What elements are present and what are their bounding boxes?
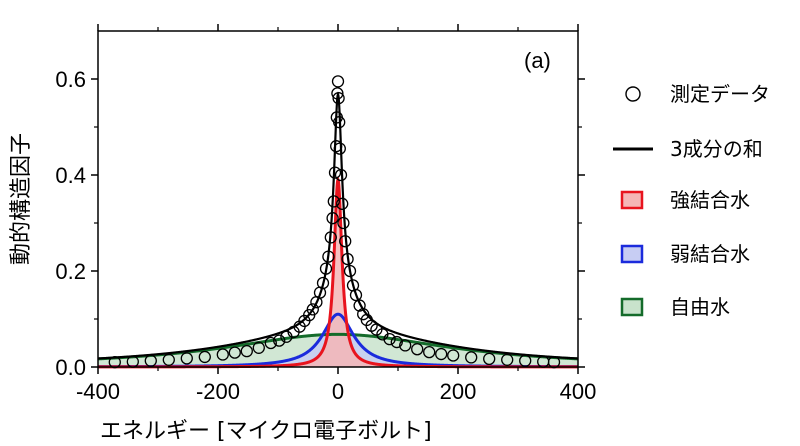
data-point xyxy=(483,352,496,365)
data-point xyxy=(328,166,342,179)
y-axis-title: 動的構造因子 xyxy=(9,133,34,265)
data-point xyxy=(144,354,157,367)
data-point xyxy=(447,349,460,362)
y-axis: 0.0 0.2 0.4 0.6 xyxy=(55,67,585,380)
data-point xyxy=(273,334,286,347)
data-point xyxy=(180,352,193,365)
y-tick-label: 0.2 xyxy=(55,259,86,284)
data-point xyxy=(252,341,265,354)
data-point xyxy=(349,288,363,302)
y-tick-label: 0.4 xyxy=(55,163,86,188)
data-point xyxy=(126,355,139,368)
legend-label-1: 弱結合水 xyxy=(670,242,750,266)
data-point xyxy=(390,335,403,349)
legend-label-2: 自由水 xyxy=(670,295,730,319)
y-tick-label: 0.0 xyxy=(55,355,86,380)
data-point xyxy=(108,356,121,369)
legend-marker-data xyxy=(625,86,641,102)
data-point xyxy=(326,212,339,225)
data-point xyxy=(324,231,337,244)
data-point xyxy=(216,348,229,361)
data-point xyxy=(332,92,345,105)
sum-line xyxy=(97,91,579,360)
data-point xyxy=(435,347,448,361)
data-point xyxy=(330,140,343,153)
component-fill-0 xyxy=(98,179,578,367)
data-point xyxy=(331,75,345,88)
data-point xyxy=(333,116,346,129)
legend-swatch-2 xyxy=(620,297,644,317)
data-point xyxy=(336,197,349,210)
data-point xyxy=(337,216,350,230)
legend-swatch-0 xyxy=(620,190,644,210)
x-tick-label: -400 xyxy=(76,379,120,404)
data-point xyxy=(519,354,532,367)
x-axis-title: エネルギー [マイクロ電子ボルト] xyxy=(100,419,432,444)
x-tick-label: 400 xyxy=(560,379,597,404)
data-point xyxy=(264,336,277,350)
data-point xyxy=(327,195,340,208)
y-tick-label: 0.6 xyxy=(55,67,86,92)
data-point xyxy=(228,346,241,359)
x-tick-label: -200 xyxy=(196,379,240,404)
x-tick-label: 0 xyxy=(332,379,344,404)
data-point xyxy=(198,350,211,364)
data-point xyxy=(411,343,424,356)
data-point xyxy=(333,142,346,155)
data-point xyxy=(306,303,319,316)
data-point xyxy=(547,356,561,369)
data-point xyxy=(399,339,412,352)
data-point xyxy=(341,252,354,266)
data-point xyxy=(316,276,330,290)
data-point xyxy=(501,353,514,366)
data-point xyxy=(331,87,344,100)
data-point xyxy=(537,355,550,368)
x-axis: -400 -200 0 200 400 xyxy=(76,24,596,404)
data-point xyxy=(334,168,348,182)
legend-label-data: 測定データ xyxy=(670,82,770,106)
data-point xyxy=(353,299,366,312)
data-point xyxy=(465,351,478,364)
x-tick-label: 200 xyxy=(440,379,477,404)
data-point xyxy=(343,264,357,278)
panel-label: (a) xyxy=(524,48,551,73)
data-point xyxy=(339,235,352,248)
data-point xyxy=(240,345,253,358)
data-point xyxy=(162,353,175,366)
legend-label-0: 強結合水 xyxy=(670,188,750,212)
data-point xyxy=(383,333,396,346)
measured-data-points xyxy=(108,75,561,369)
legend-swatch-1 xyxy=(620,244,644,264)
data-point xyxy=(322,250,335,263)
legend-label-sum: 3成分の和 xyxy=(670,137,763,161)
data-point xyxy=(423,345,436,359)
data-point xyxy=(319,262,333,275)
